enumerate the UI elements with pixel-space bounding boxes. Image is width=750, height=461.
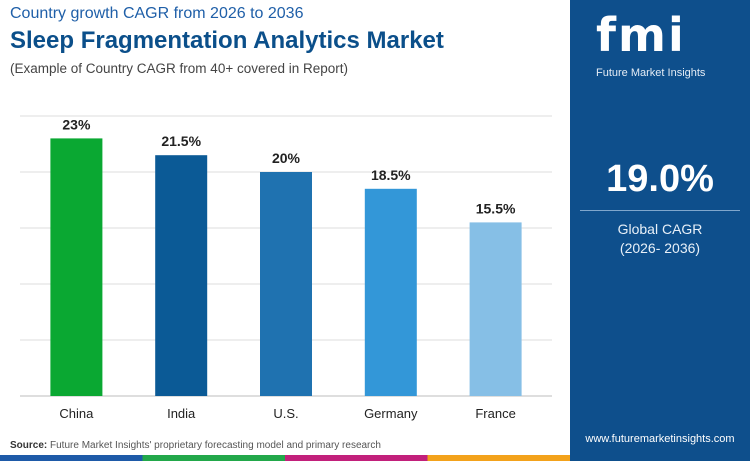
- bar-germany: [364, 188, 417, 396]
- data-label: 18.5%: [371, 167, 411, 183]
- kpi-label-line1: Global CAGR: [617, 221, 703, 237]
- website-link[interactable]: www.futuremarketinsights.com: [585, 433, 735, 445]
- kpi-label-line2: (2026- 2036): [619, 240, 701, 256]
- x-tick-label: China: [59, 406, 94, 421]
- side-panel: fmi Future Market Insights 19.0% Global …: [570, 0, 750, 461]
- chart-title: Sleep Fragmentation Analytics Market: [10, 27, 444, 54]
- bar-us: [260, 172, 312, 396]
- bar-chart: 23% China 21.5% India 20% U.S. 18.5% Germany 15.…: [20, 115, 552, 421]
- fmi-logo: fmi Future Market Insights: [570, 0, 750, 90]
- chart-supertitle: Country growth CAGR from 2026 to 2036: [10, 5, 304, 22]
- source-text: Future Market Insights' proprietary fore…: [50, 440, 381, 451]
- data-label: 20%: [272, 150, 301, 166]
- chart-header: Country growth CAGR from 2026 to 2036 Sl…: [10, 4, 570, 78]
- x-tick-label: India: [167, 406, 196, 421]
- bar-france: [469, 222, 522, 396]
- bar-china: [50, 138, 103, 396]
- global-cagr-value: 19.0%: [606, 158, 714, 200]
- logo-tagline: Future Market Insights: [596, 67, 706, 79]
- data-label: 23%: [62, 116, 91, 132]
- data-label: 15.5%: [476, 200, 516, 216]
- source-label: Source:: [10, 440, 48, 451]
- x-tick-label: Germany: [364, 406, 418, 421]
- x-tick-label: France: [475, 406, 515, 421]
- source-note: Source: Future Market Insights' propriet…: [10, 440, 381, 451]
- x-tick-label: U.S.: [273, 406, 298, 421]
- color-strip: [0, 455, 570, 461]
- chart-area: 23% China 21.5% India 20% U.S. 18.5% Germany 15.…: [20, 115, 552, 421]
- logo-text: fmi: [596, 8, 686, 62]
- kpi-divider: [580, 210, 740, 211]
- chart-subtitle: (Example of Country CAGR from 40+ covere…: [10, 61, 349, 76]
- global-cagr-label: Global CAGR (2026- 2036): [570, 220, 750, 258]
- data-label: 21.5%: [161, 133, 201, 149]
- bar-india: [155, 155, 208, 396]
